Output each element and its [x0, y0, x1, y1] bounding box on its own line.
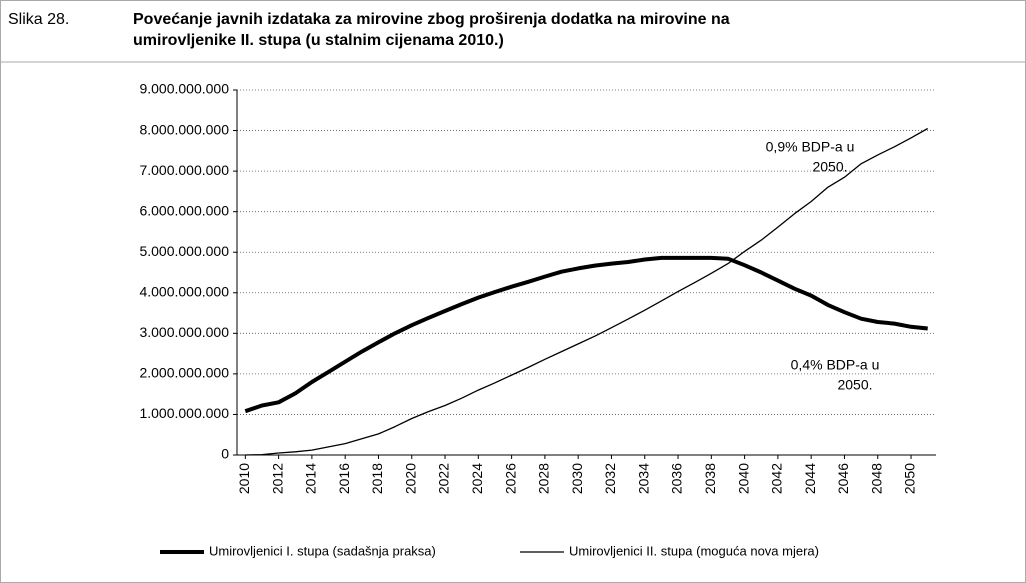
annotation: 0,4% BDP-a u: [791, 357, 880, 373]
x-tick-label: 2036: [669, 463, 685, 494]
x-tick-label: 2016: [336, 463, 352, 494]
y-tick-label: 4.000.000.000: [139, 283, 229, 299]
y-tick-label: 9.000.000.000: [139, 81, 229, 97]
x-tick-label: 2010: [236, 463, 252, 494]
x-tick-label: 2018: [369, 463, 385, 494]
series-line: [245, 127, 929, 456]
figure-label: Slika 28.: [8, 11, 69, 28]
legend-label: Umirovljenici I. stupa (sadašnja praksa): [209, 543, 436, 558]
x-tick-label: 2050: [902, 463, 918, 494]
x-tick-label: 2020: [402, 463, 418, 494]
x-tick-label: 2044: [802, 463, 818, 494]
y-tick-label: 6.000.000.000: [139, 202, 229, 218]
x-tick-label: 2040: [735, 463, 751, 494]
x-tick-label: 2030: [569, 463, 585, 494]
x-tick-label: 2034: [635, 463, 651, 494]
y-tick-label: 8.000.000.000: [139, 121, 229, 137]
x-tick-label: 2026: [502, 463, 518, 494]
chart-title: Povećanje javnih izdataka za mirovine zb…: [133, 11, 730, 28]
annotation: 2050.: [812, 159, 847, 175]
annotation: 2050.: [837, 377, 872, 393]
y-tick-label: 7.000.000.000: [139, 162, 229, 178]
x-tick-label: 2032: [602, 463, 618, 494]
x-tick-label: 2046: [835, 463, 851, 494]
x-tick-label: 2042: [769, 463, 785, 494]
y-tick-label: 2.000.000.000: [139, 365, 229, 381]
annotation: 0,9% BDP-a u: [766, 139, 855, 155]
x-tick-label: 2038: [702, 463, 718, 494]
y-tick-label: 5.000.000.000: [139, 243, 229, 259]
x-tick-label: 2022: [436, 463, 452, 494]
y-tick-label: 3.000.000.000: [139, 324, 229, 340]
series-line: [244, 255, 928, 414]
x-tick-label: 2028: [536, 463, 552, 494]
x-tick-label: 2024: [469, 463, 485, 494]
chart-title: umirovljenike II. stupa (u stalnim cijen…: [133, 32, 504, 49]
legend-label: Umirovljenici II. stupa (moguća nova mje…: [569, 543, 819, 558]
y-tick-label: 1.000.000.000: [139, 405, 229, 421]
x-tick-label: 2012: [269, 463, 285, 494]
x-tick-label: 2014: [303, 463, 319, 494]
y-tick-label: 0: [221, 446, 229, 462]
x-tick-label: 2048: [868, 463, 884, 494]
